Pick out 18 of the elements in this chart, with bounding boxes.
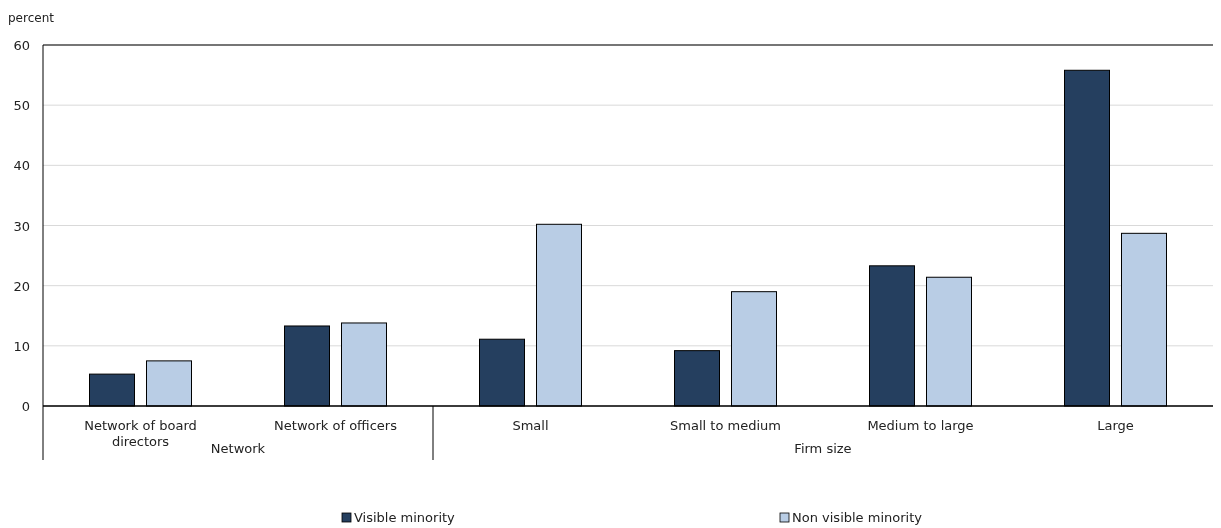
x-tick-label: Small to medium [670, 418, 781, 433]
x-tick-label: Network of officers [274, 418, 398, 433]
text: Network [210, 441, 266, 456]
x-tick-label: Large [1097, 418, 1134, 433]
y-tick-label: 30 [13, 218, 30, 234]
legend-label: Visible minority [354, 510, 456, 525]
y-tick-label: 20 [13, 278, 30, 294]
x-tick-label: Network of board directors [84, 418, 197, 449]
y-tick-label: 0 [21, 399, 30, 414]
y-tick-label: 10 [13, 338, 30, 354]
text: Firm size [794, 441, 852, 456]
x-tick-label: Small [512, 418, 549, 433]
y-axis-title: percent [8, 11, 55, 25]
legend-label: Non visible minority [792, 510, 923, 525]
x-tick-label: Medium to large [867, 418, 974, 433]
y-tick-label: 50 [13, 98, 30, 114]
y-tick-label: 60 [13, 38, 30, 53]
y-tick-label: 40 [13, 158, 30, 174]
